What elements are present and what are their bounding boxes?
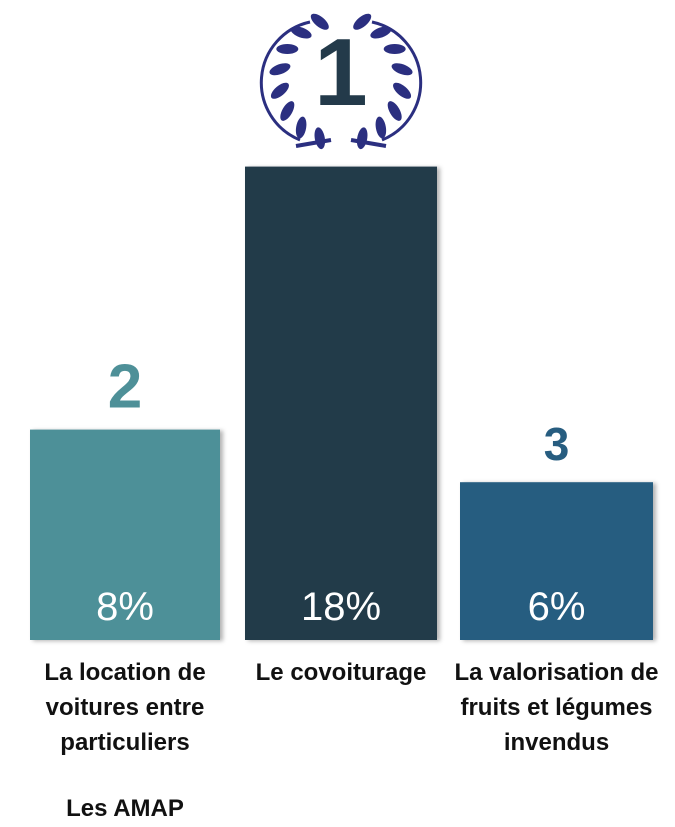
rank-label: 1 bbox=[314, 19, 367, 126]
value-label: 6% bbox=[528, 585, 586, 629]
bar bbox=[460, 482, 653, 640]
rank-label: 3 bbox=[544, 418, 570, 470]
rank-label: 2 bbox=[108, 353, 142, 422]
bar bbox=[30, 429, 220, 640]
category-label: Le covoiturage bbox=[255, 659, 427, 686]
annotation: Les AMAP bbox=[66, 795, 184, 822]
value-label: 18% bbox=[301, 585, 381, 629]
category-label: La valorisation de fruits et légumes inv… bbox=[454, 659, 659, 756]
laurel-wreath bbox=[259, 10, 423, 150]
value-label: 8% bbox=[96, 585, 154, 629]
category-label: La location de voitures entre particulie… bbox=[44, 659, 206, 756]
bar bbox=[245, 166, 437, 640]
